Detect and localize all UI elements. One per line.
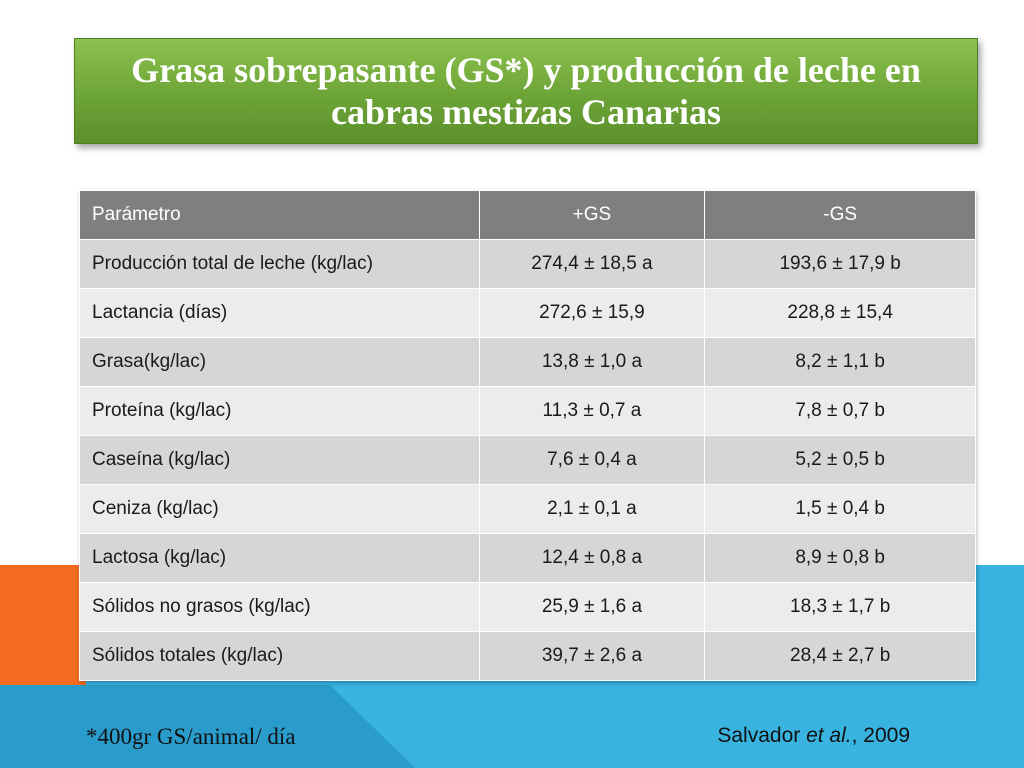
cell-plus-gs: 39,7 ± 2,6 a: [478, 631, 706, 681]
slide-title-line1: Grasa sobrepasante (GS*) y producción de…: [131, 50, 921, 90]
citation: Salvador et al., 2009: [717, 724, 910, 748]
table-row: Lactosa (kg/lac) 12,4 ± 0,8 a 8,9 ± 0,8 …: [79, 533, 976, 583]
background-orange-block: [0, 565, 86, 685]
results-table: Parámetro +GS -GS Producción total de le…: [79, 190, 976, 681]
header-parametro: Parámetro: [79, 190, 480, 240]
cell-plus-gs: 13,8 ± 1,0 a: [478, 337, 706, 387]
cell-plus-gs: 2,1 ± 0,1 a: [478, 484, 706, 534]
cell-parameter: Ceniza (kg/lac): [79, 484, 480, 534]
cell-minus-gs: 1,5 ± 0,4 b: [704, 484, 976, 534]
cell-plus-gs: 7,6 ± 0,4 a: [478, 435, 706, 485]
citation-author: Salvador: [717, 724, 807, 747]
cell-minus-gs: 8,2 ± 1,1 b: [704, 337, 976, 387]
table-row: Sólidos no grasos (kg/lac) 25,9 ± 1,6 a …: [79, 582, 976, 632]
cell-minus-gs: 193,6 ± 17,9 b: [704, 239, 976, 289]
header-plus-gs: +GS: [478, 190, 706, 240]
table-row: Caseína (kg/lac) 7,6 ± 0,4 a 5,2 ± 0,5 b: [79, 435, 976, 485]
cell-plus-gs: 25,9 ± 1,6 a: [478, 582, 706, 632]
table-row: Ceniza (kg/lac) 2,1 ± 0,1 a 1,5 ± 0,4 b: [79, 484, 976, 534]
cell-minus-gs: 8,9 ± 0,8 b: [704, 533, 976, 583]
cell-parameter: Sólidos no grasos (kg/lac): [79, 582, 480, 632]
table-row: Producción total de leche (kg/lac) 274,4…: [79, 239, 976, 289]
cell-plus-gs: 11,3 ± 0,7 a: [478, 386, 706, 436]
footnote: *400gr GS/animal/ día: [86, 724, 296, 749]
cell-parameter: Lactancia (días): [79, 288, 480, 338]
table-row: Proteína (kg/lac) 11,3 ± 0,7 a 7,8 ± 0,7…: [79, 386, 976, 436]
table-row: Grasa(kg/lac) 13,8 ± 1,0 a 8,2 ± 1,1 b: [79, 337, 976, 387]
cell-parameter: Sólidos totales (kg/lac): [79, 631, 480, 681]
cell-parameter: Grasa(kg/lac): [79, 337, 480, 387]
cell-minus-gs: 228,8 ± 15,4: [704, 288, 976, 338]
slide-title: Grasa sobrepasante (GS*) y producción de…: [74, 38, 978, 144]
cell-minus-gs: 7,8 ± 0,7 b: [704, 386, 976, 436]
cell-plus-gs: 12,4 ± 0,8 a: [478, 533, 706, 583]
cell-parameter: Proteína (kg/lac): [79, 386, 480, 436]
cell-plus-gs: 272,6 ± 15,9: [478, 288, 706, 338]
citation-etal: et al.: [806, 724, 852, 747]
cell-minus-gs: 18,3 ± 1,7 b: [704, 582, 976, 632]
cell-minus-gs: 28,4 ± 2,7 b: [704, 631, 976, 681]
cell-plus-gs: 274,4 ± 18,5 a: [478, 239, 706, 289]
cell-parameter: Caseína (kg/lac): [79, 435, 480, 485]
citation-year: , 2009: [851, 724, 910, 747]
table-row: Lactancia (días) 272,6 ± 15,9 228,8 ± 15…: [79, 288, 976, 338]
cell-minus-gs: 5,2 ± 0,5 b: [704, 435, 976, 485]
cell-parameter: Producción total de leche (kg/lac): [79, 239, 480, 289]
header-minus-gs: -GS: [704, 190, 976, 240]
table-header-row: Parámetro +GS -GS: [79, 190, 976, 240]
cell-parameter: Lactosa (kg/lac): [79, 533, 480, 583]
slide-title-line2: cabras mestizas Canarias: [331, 92, 721, 132]
table-row: Sólidos totales (kg/lac) 39,7 ± 2,6 a 28…: [79, 631, 976, 681]
